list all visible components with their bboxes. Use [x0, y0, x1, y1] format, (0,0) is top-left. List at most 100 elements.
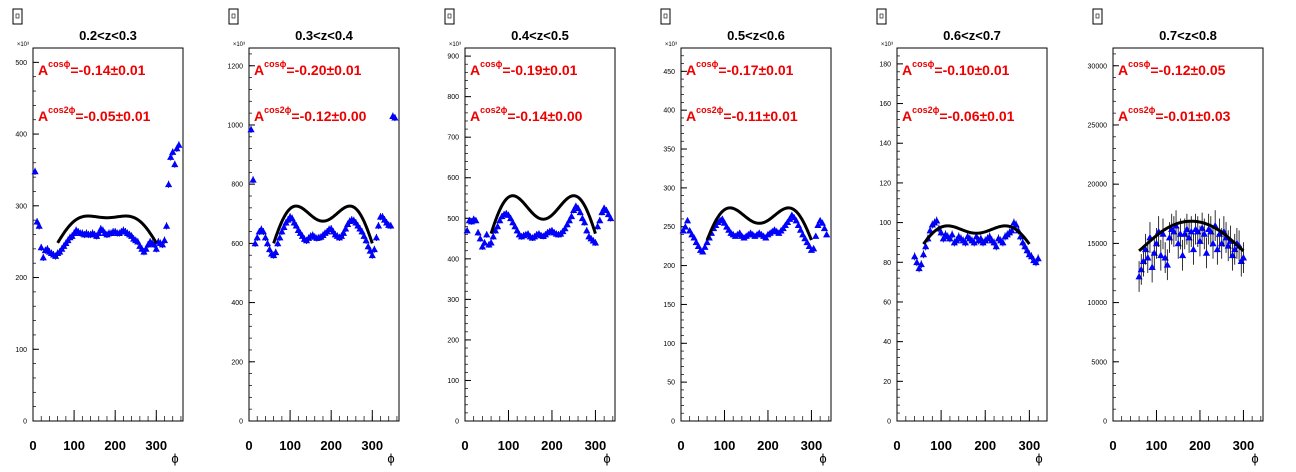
canvas-icon[interactable] [660, 8, 671, 25]
data-point [368, 251, 376, 259]
data-point [1200, 230, 1208, 237]
asymmetry-annotation: Acos2ϕ=-0.06±0.01 [902, 105, 1015, 124]
y-tick-label: 200 [663, 263, 675, 270]
x-tick-label: 0 [29, 438, 36, 453]
data-point [142, 245, 150, 252]
data-point [261, 233, 270, 241]
canvas-icon[interactable] [1092, 8, 1103, 25]
data-point [810, 244, 818, 252]
canvas-icon[interactable] [444, 8, 455, 25]
canvas-icon[interactable] [228, 8, 239, 25]
y-tick-label: 0 [1103, 419, 1107, 426]
y-tick-label: 100 [15, 347, 27, 354]
data-point [247, 125, 255, 133]
data-point [165, 180, 173, 188]
data-point [917, 260, 925, 268]
y-tick-label: 1000 [227, 122, 243, 129]
asymmetry-annotation: Acos2ϕ=-0.11±0.01 [686, 105, 798, 124]
canvas-icon[interactable] [876, 8, 887, 25]
asymmetry-annotation: Acos2ϕ=-0.01±0.03 [1118, 105, 1231, 124]
data-point [561, 224, 569, 232]
data-point [387, 222, 395, 229]
data-point [823, 230, 831, 238]
y-tick-label: 600 [447, 175, 459, 182]
x-tick-label: 200 [104, 438, 126, 453]
y-tick-label: 150 [663, 302, 675, 309]
data-point [391, 113, 399, 121]
data-point [162, 222, 171, 229]
y-tick-label: 0 [887, 419, 891, 426]
x-tick-label: 0 [1109, 438, 1116, 453]
data-point [1016, 232, 1025, 240]
data-point [820, 224, 829, 232]
data-point [480, 239, 489, 246]
data-point [1209, 239, 1217, 247]
data-point [152, 245, 160, 252]
data-point [946, 234, 954, 242]
data-point [796, 226, 805, 233]
data-point [679, 227, 687, 234]
data-point [249, 176, 257, 183]
x-axis-label: ϕ [819, 451, 826, 466]
y-tick-label: 15000 [1088, 241, 1108, 248]
y-tick-label: 700 [447, 135, 459, 142]
data-point [39, 253, 47, 261]
y-tick-label: 200 [447, 337, 459, 344]
data-point [948, 230, 956, 238]
y-tick-label: 200 [231, 359, 243, 366]
data-point [251, 239, 259, 247]
data-point [472, 216, 480, 224]
x-tick-label: 200 [974, 438, 996, 453]
canvas-icon-inner [231, 13, 236, 19]
fit-curve [489, 194, 597, 235]
data-point [576, 208, 584, 216]
data-point [681, 223, 689, 230]
chart-title: 0.6<z<0.7 [943, 28, 1001, 43]
x-tick-label: 300 [145, 438, 167, 453]
data-point [278, 227, 286, 235]
x-tick-label: 300 [585, 438, 607, 453]
y-tick-label: 250 [663, 224, 675, 231]
y-multiplier: ×10³ [665, 42, 677, 48]
data-point [95, 229, 103, 236]
x-tick-label: 200 [320, 438, 342, 453]
asymmetry-annotation: Acos2ϕ=-0.14±0.00 [470, 105, 583, 124]
y-tick-label: 350 [663, 147, 675, 154]
fit-curve [272, 204, 374, 244]
y-multiplier: ×10³ [17, 42, 29, 48]
x-tick-label: 300 [361, 438, 383, 453]
data-point [961, 238, 969, 246]
data-point [171, 160, 179, 168]
chart-title: 0.4<z<0.5 [511, 28, 569, 43]
data-point [1239, 253, 1248, 261]
y-tick-label: 900 [447, 54, 459, 61]
canvas-icon-inner [1095, 13, 1100, 19]
y-tick-label: 120 [879, 180, 891, 187]
data-point [274, 239, 282, 247]
data-point [794, 221, 802, 229]
y-tick-label: 800 [447, 94, 459, 101]
data-point [607, 214, 615, 222]
y-tick-label: 160 [879, 101, 891, 108]
y-tick-label: 100 [879, 220, 891, 227]
x-axis-label: ϕ [1251, 451, 1258, 466]
y-tick-label: 100 [447, 378, 459, 385]
data-point [362, 236, 370, 244]
x-tick-label: 200 [757, 438, 779, 453]
x-tick-label: 100 [930, 438, 952, 453]
x-axis-label: ϕ [1035, 451, 1042, 466]
x-axis-label: ϕ [387, 451, 394, 466]
y-multiplier: ×10³ [881, 42, 893, 48]
x-tick-label: 300 [801, 438, 823, 453]
data-point [339, 229, 348, 236]
data-point [1034, 254, 1042, 262]
plot-frame [896, 47, 1048, 422]
data-point [1187, 227, 1195, 235]
data-point [699, 247, 707, 255]
x-tick-label: 0 [677, 438, 684, 453]
data-point [476, 234, 484, 242]
canvas-icon[interactable] [12, 8, 23, 25]
plot-frame [248, 47, 400, 422]
